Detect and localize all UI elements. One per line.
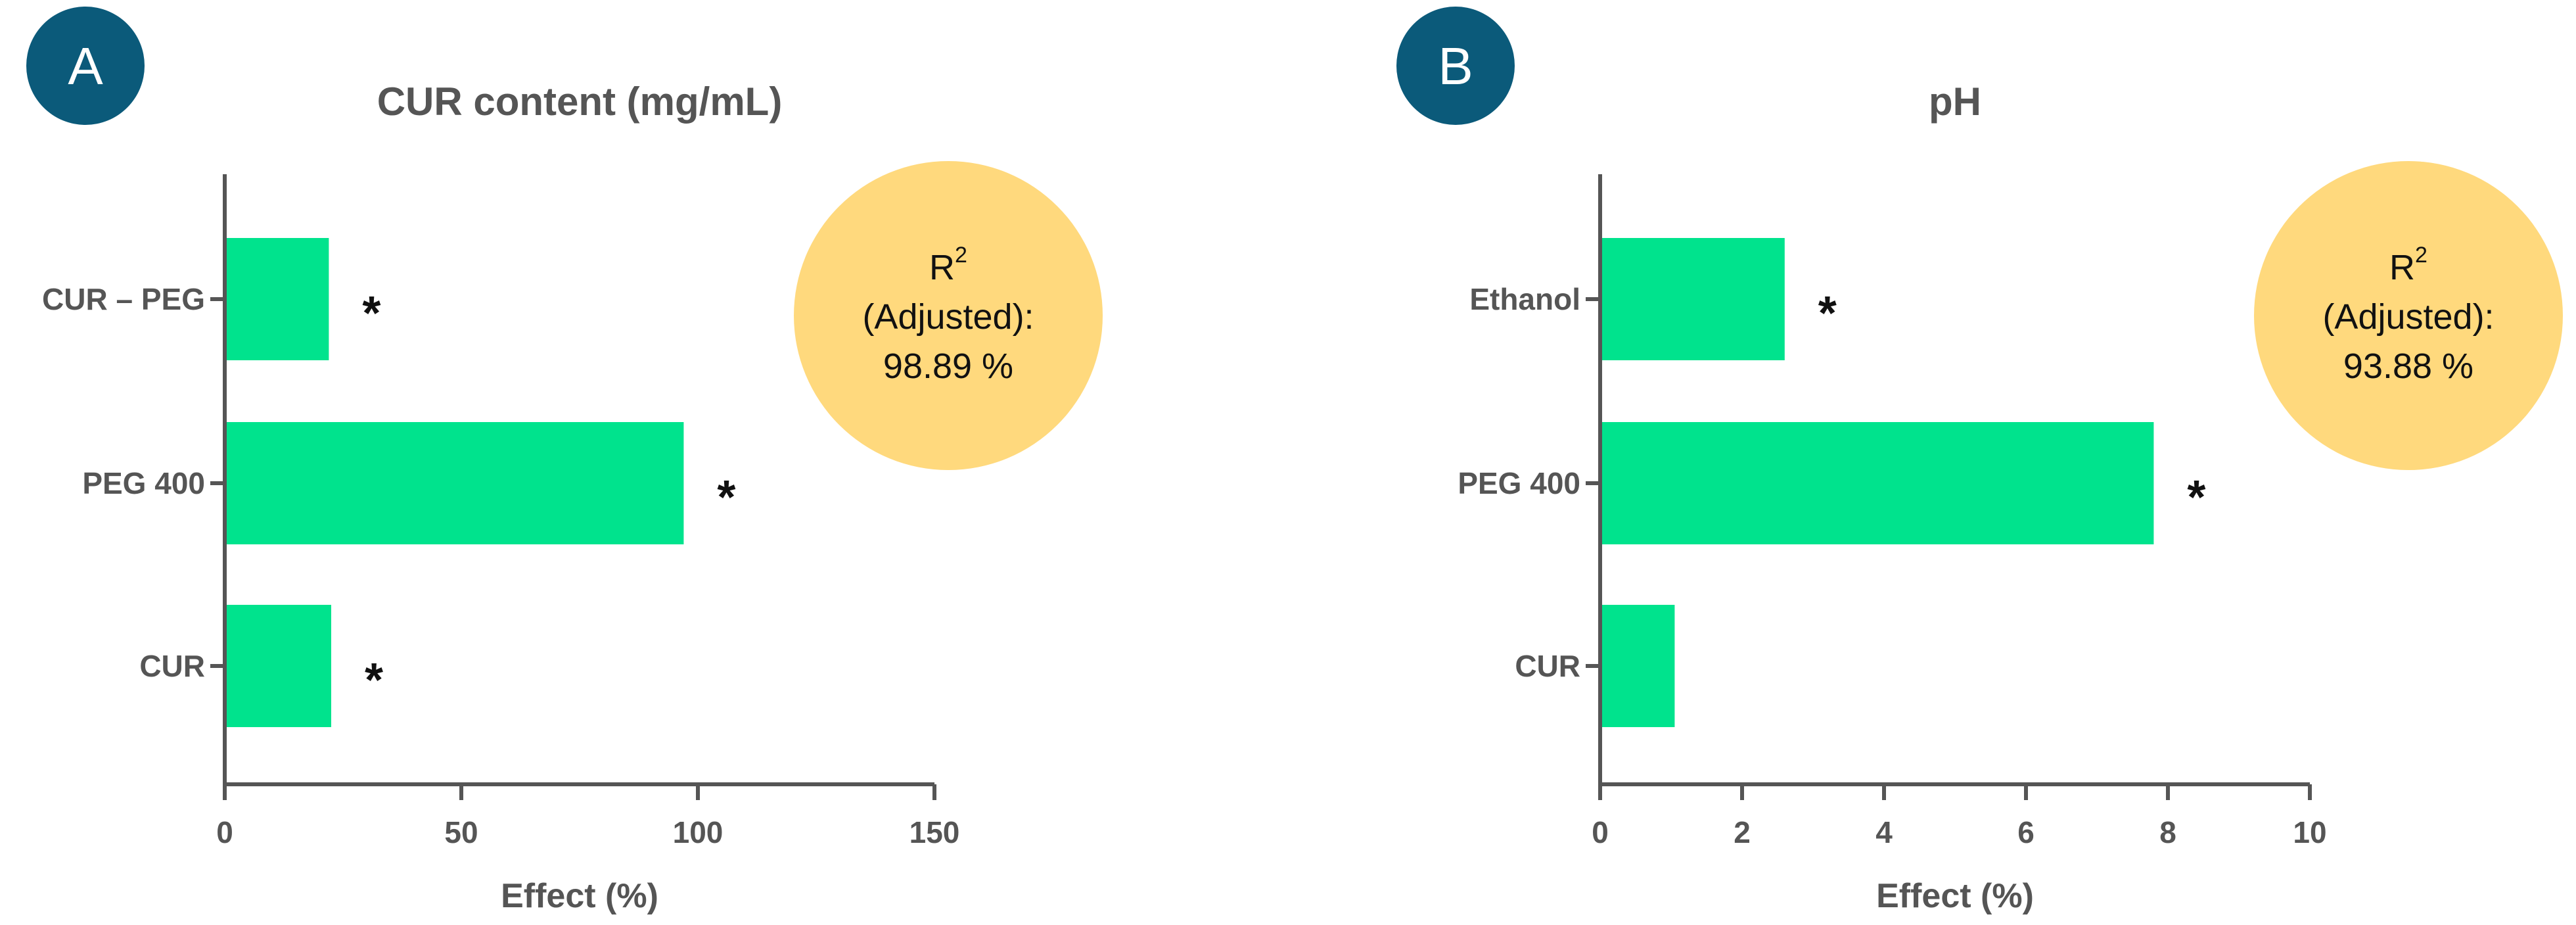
x-tick-label: 2 [1734,815,1751,849]
bar [227,605,331,727]
r2-sublabel: (Adjusted): [862,297,1034,337]
r2-value: 98.89 % [883,346,1013,386]
x-tick-label: 4 [1875,815,1893,849]
r2-value: 93.88 % [2343,346,2473,386]
chart-title: pH [1929,80,1981,124]
x-tick-label: 100 [673,815,724,849]
bar [1602,605,1675,727]
y-tick-label: CUR – PEG [42,282,205,316]
bar [1602,238,1785,360]
significance-star: * [1818,287,1837,340]
x-tick-label: 8 [2159,815,2176,849]
x-tick-label: 6 [2017,815,2035,849]
significance-star: * [362,287,380,340]
x-tick-label: 50 [444,815,478,849]
r2-superscript: 2 [2415,243,2427,268]
bar [1602,422,2154,544]
r2-symbol: R [2389,248,2415,287]
y-tick-label: Ethanol [1469,282,1580,316]
x-tick-label: 0 [1592,815,1609,849]
panel-b: B pH Effect (%) Ethanol * PEG 400 * CUR 0 2 4 6 8… [1396,7,2563,915]
x-tick-label: 10 [2293,815,2326,849]
r2-superscript: 2 [955,243,967,268]
bar [227,238,329,360]
chart-title: CUR content (mg/mL) [377,80,783,124]
panel-badge [26,7,145,125]
bar-marks: CUR – PEG * PEG 400 * CUR * 0 50 100 150 [42,238,959,849]
r2-symbol: R [929,248,955,287]
y-tick-label: PEG 400 [1458,466,1580,500]
panel-a: A CUR content (mg/mL) Effect (%) CUR – P… [26,7,1103,915]
significance-star: * [2187,471,2205,524]
y-tick-label: PEG 400 [82,466,205,500]
r2-circle [2254,161,2563,470]
y-tick-label: CUR [139,649,205,683]
x-axis-title: Effect (%) [1876,877,2034,915]
panel-badge [1396,7,1515,125]
r2-sublabel: (Adjusted): [2322,297,2494,337]
y-tick-label: CUR [1515,649,1580,683]
x-tick-label: 0 [216,815,233,849]
r2-label: R2 [2389,243,2427,287]
x-tick-label: 150 [909,815,960,849]
bar-marks: Ethanol * PEG 400 * CUR 0 2 4 6 8 10 [1458,238,2327,849]
significance-star: * [717,471,735,524]
significance-star: * [365,654,383,707]
bar [227,422,684,544]
panel-badge-label: B [1438,37,1473,95]
r2-label: R2 [929,243,967,287]
r2-circle [794,161,1103,470]
panel-badge-label: A [68,37,103,95]
x-axis-title: Effect (%) [501,877,658,915]
